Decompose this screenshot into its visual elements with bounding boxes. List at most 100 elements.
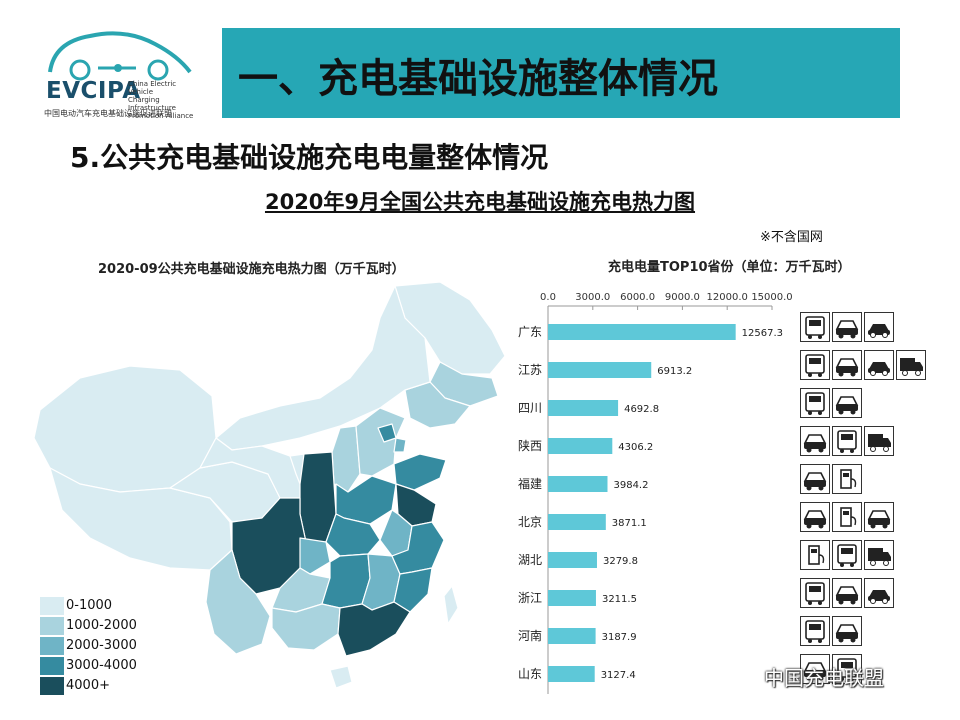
category-label: 山东 — [518, 667, 542, 681]
evcipa-logo: EVCIPA China Electric Vehicle Charging I… — [40, 22, 210, 122]
car-icon — [864, 578, 894, 608]
taxi-icon — [864, 502, 894, 532]
data-label: 3871.1 — [612, 518, 647, 529]
category-label: 北京 — [518, 515, 542, 529]
bus-icon — [832, 540, 862, 570]
legend-label: 1000-2000 — [66, 618, 137, 633]
bus-icon — [800, 616, 830, 646]
car-icon — [864, 350, 894, 380]
map-region-guangdong — [337, 601, 411, 657]
category-label: 江苏 — [518, 363, 542, 377]
data-label: 3127.4 — [601, 670, 636, 681]
china-heatmap — [33, 281, 506, 689]
data-label: 4692.8 — [624, 404, 659, 415]
wechat-icon — [736, 664, 760, 683]
taxi-icon — [800, 654, 830, 684]
category-label: 福建 — [518, 476, 542, 491]
bus-icon — [832, 426, 862, 456]
bus-icon — [800, 312, 830, 342]
bar — [548, 552, 597, 568]
legend-swatch — [40, 637, 64, 655]
legend-label: 4000+ — [66, 678, 110, 693]
bar — [548, 324, 736, 340]
bus-icon — [800, 350, 830, 380]
x-tick-label: 3000.0 — [575, 292, 610, 303]
map-region-shanxi — [331, 425, 361, 493]
bar — [548, 590, 596, 606]
top10-bar-chart: 0.0 3000.0 6000.0 9000.0 12000.0 15000.0 广东 125… — [518, 292, 793, 694]
legend-label: 2000-3000 — [66, 638, 137, 653]
bar — [548, 514, 606, 530]
legend-label: 0-1000 — [66, 598, 113, 613]
category-label: 陕西 — [518, 438, 542, 453]
map-region-guangxi — [271, 603, 341, 651]
bar — [548, 438, 613, 454]
bus-icon — [800, 578, 830, 608]
x-tick-label: 15000.0 — [751, 292, 792, 303]
charger-icon — [832, 502, 862, 532]
bar — [548, 362, 652, 378]
data-label: 4306.2 — [618, 442, 653, 453]
bar — [548, 400, 619, 416]
data-label: 3211.5 — [602, 594, 637, 605]
section-subtitle: 5.公共充电基础设施充电电量整体情况 — [70, 141, 549, 174]
bar — [548, 666, 595, 682]
title-banner: 一、充电基础设施整体情况 — [222, 28, 900, 118]
watermark-text: 中国充电联盟 — [764, 666, 884, 690]
taxi-icon — [800, 426, 830, 456]
map-region-shandong — [393, 453, 447, 491]
map-region-xinjiang — [33, 365, 217, 493]
exclusion-note: ※不含国网 — [760, 230, 823, 245]
taxi-icon — [832, 312, 862, 342]
heatmap-title: 2020-09公共充电基础设施充电热力图（万千瓦时） — [98, 262, 405, 277]
x-tick-label: 0.0 — [540, 292, 556, 303]
taxi-icon — [832, 388, 862, 418]
data-label: 12567.3 — [742, 328, 783, 339]
bar-chart-title: 充电电量TOP10省份（单位：万千瓦时） — [608, 260, 851, 275]
data-label: 6913.2 — [657, 366, 692, 377]
data-label: 3279.8 — [603, 556, 638, 567]
truck-icon — [896, 350, 926, 380]
data-label: 3984.2 — [613, 480, 648, 491]
map-region-chongqing — [299, 537, 331, 575]
bar — [548, 476, 608, 492]
legend-swatch — [40, 617, 64, 635]
map-region-hainan — [329, 665, 353, 689]
map-region-liaoning — [404, 381, 471, 429]
legend-swatch — [40, 657, 64, 675]
bus-icon — [832, 654, 862, 684]
legend-swatch — [40, 677, 64, 695]
map-region-yunnan — [205, 549, 271, 655]
legend-label: 3000-4000 — [66, 658, 137, 673]
category-label: 浙江 — [518, 591, 542, 605]
taxi-icon — [832, 578, 862, 608]
taxi-icon — [832, 616, 862, 646]
map-region-taiwan — [443, 585, 459, 625]
data-label: 3187.9 — [602, 632, 637, 643]
taxi-icon — [832, 350, 862, 380]
truck-icon — [864, 426, 894, 456]
x-tick-label: 12000.0 — [707, 292, 748, 303]
truck-icon — [864, 540, 894, 570]
taxi-icon — [800, 464, 830, 494]
chart-main-title-text: 2020年9月全国公共充电基础设施充电热力图 — [264, 190, 696, 214]
category-label: 湖北 — [518, 552, 542, 567]
car-logo-icon — [48, 31, 192, 81]
x-tick-label: 9000.0 — [665, 292, 700, 303]
chart-main-title: 2020年9月全国公共充电基础设施充电热力图 — [0, 186, 960, 216]
wechat-watermark: 中国充电联盟 — [736, 662, 884, 691]
logo-english-name: China Electric Vehicle Charging Infrastr… — [128, 80, 194, 120]
charger-icon — [800, 540, 830, 570]
category-label: 广东 — [518, 325, 542, 339]
taxi-icon — [800, 502, 830, 532]
legend-swatch — [40, 597, 64, 615]
charger-icon — [832, 464, 862, 494]
category-label: 四川 — [518, 401, 542, 415]
logo-wordmark: EVCIPA — [46, 78, 141, 104]
page-title: 一、充电基础设施整体情况 — [238, 56, 718, 102]
logo-chinese-name: 中国电动汽车充电基础设施促进联盟 — [44, 109, 172, 118]
bar — [548, 628, 596, 644]
category-label: 河南 — [518, 628, 542, 643]
bus-icon — [800, 388, 830, 418]
x-tick-label: 6000.0 — [620, 292, 655, 303]
